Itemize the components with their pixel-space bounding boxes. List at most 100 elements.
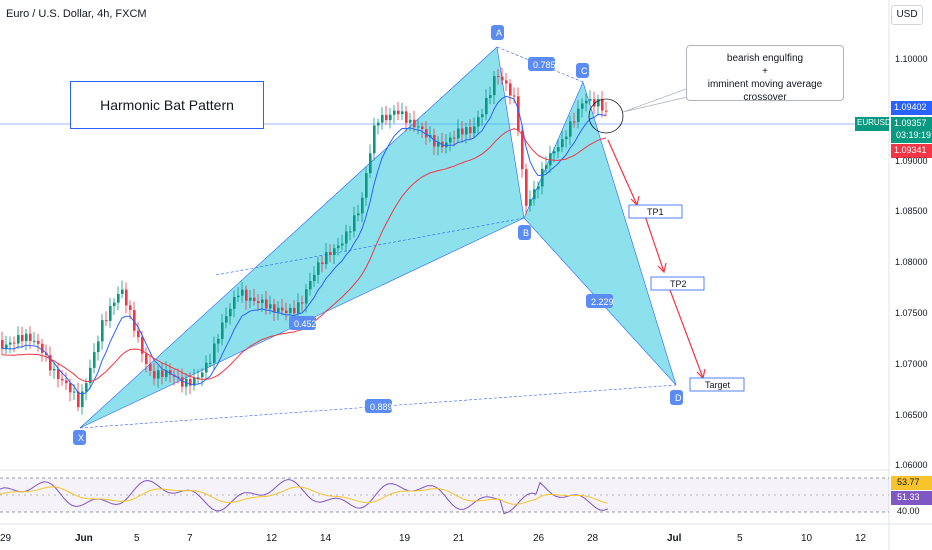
- time-tick: 21: [453, 533, 465, 544]
- candle-body: [189, 378, 192, 386]
- candle-body: [461, 128, 464, 135]
- price-tick: 1.10000: [895, 54, 928, 64]
- candle-body: [241, 289, 244, 296]
- candle-body: [25, 333, 28, 342]
- candle-body: [377, 122, 380, 126]
- candle-body: [1, 340, 4, 349]
- candle-body: [445, 142, 448, 148]
- candle-body: [513, 95, 516, 97]
- candle-body: [133, 310, 136, 331]
- candle-body: [425, 129, 428, 138]
- rsi-ma-tag: 53.77: [897, 477, 920, 487]
- candle-body: [113, 302, 116, 307]
- point-x-label: X: [78, 433, 85, 443]
- candle-body: [325, 252, 328, 265]
- candle-body: [237, 295, 240, 298]
- rsi-tag: 51.33: [897, 492, 920, 502]
- tp2-box[interactable]: [650, 276, 705, 291]
- callout-line-1: bearish engulfing: [726, 53, 804, 64]
- candle-body: [453, 137, 456, 139]
- ratio-0889-label: 0.889: [370, 402, 393, 412]
- candle-body: [521, 130, 524, 170]
- candle-body: [305, 289, 308, 304]
- candle-body: [121, 289, 124, 294]
- candle-body: [313, 274, 316, 282]
- pattern-title-box[interactable]: Harmonic Bat Pattern: [70, 81, 264, 129]
- candle-body: [605, 110, 608, 112]
- candle-body: [145, 353, 148, 364]
- time-tick: 5: [737, 533, 743, 544]
- candle-body: [93, 352, 96, 368]
- candle-body: [9, 342, 12, 345]
- candle-body: [389, 114, 392, 121]
- candle-body: [221, 322, 224, 339]
- candle-body: [353, 215, 356, 232]
- candle-body: [97, 341, 100, 353]
- engulfing-callout[interactable]: bearish engulfing + imminent moving aver…: [686, 45, 844, 103]
- rsi-tag-bg: [891, 491, 932, 505]
- price-tag-countdown: 03:19:19: [896, 130, 932, 140]
- time-tick: 29: [0, 533, 12, 544]
- ratio-0452-label: 0.452: [294, 319, 317, 329]
- rsi-tick: 40.00: [897, 506, 920, 516]
- candle-body: [565, 136, 568, 140]
- candle-body: [581, 103, 584, 109]
- candle-body: [417, 126, 420, 128]
- candle-body: [269, 304, 272, 309]
- candle-body: [273, 304, 276, 313]
- candle-body: [197, 377, 200, 379]
- label-backgrounds: [73, 25, 683, 445]
- xd-leg: [79, 384, 677, 429]
- ab-retrace-leg: [215, 217, 525, 276]
- candle-body: [5, 344, 8, 349]
- candle-body: [573, 121, 576, 123]
- time-tick: 14: [320, 533, 332, 544]
- candle-body: [201, 372, 204, 378]
- candle-body: [53, 368, 56, 371]
- candle-body: [373, 125, 376, 154]
- candle-body: [41, 343, 44, 353]
- rsi-ma-line: [0, 486, 609, 505]
- candle-body: [21, 334, 24, 342]
- candle-body: [537, 186, 540, 190]
- candle-body: [497, 76, 500, 78]
- candle-body: [85, 383, 88, 392]
- ratio-2229-label: 2.229: [591, 297, 614, 307]
- candle-body: [469, 127, 472, 134]
- candle-body: [369, 153, 372, 174]
- candle-body: [601, 99, 604, 111]
- candle-body: [249, 297, 252, 301]
- tp1-box[interactable]: [628, 204, 683, 219]
- time-tick: 19: [399, 533, 411, 544]
- candle-body: [477, 117, 480, 127]
- candle-body: [193, 377, 196, 386]
- candle-body: [557, 147, 560, 152]
- candle-body: [393, 110, 396, 115]
- candle-body: [289, 307, 292, 314]
- time-tick: 7: [187, 533, 193, 544]
- candle-body: [205, 362, 208, 373]
- candle-body: [161, 370, 164, 377]
- currency-button[interactable]: USD: [891, 5, 923, 25]
- candle-body: [117, 293, 120, 303]
- point-b-label: B: [523, 228, 530, 238]
- candle-body: [153, 370, 156, 379]
- price-tick: 1.06000: [895, 460, 928, 470]
- candle-body: [517, 96, 520, 131]
- candle-body: [229, 308, 232, 317]
- candle-body: [309, 281, 312, 290]
- candle-body: [357, 213, 360, 216]
- candle-body: [245, 289, 248, 301]
- candle-body: [137, 330, 140, 338]
- target-box[interactable]: [689, 377, 745, 392]
- tag-bottom-bg: [891, 144, 932, 158]
- candle-body: [529, 199, 532, 206]
- time-tick: 26: [533, 533, 545, 544]
- point-c-label: C: [581, 66, 588, 76]
- candle-body: [545, 165, 548, 169]
- candle-body: [449, 137, 452, 143]
- candle-body: [149, 363, 152, 371]
- candle-body: [89, 367, 92, 384]
- time-tick: 10: [801, 533, 813, 544]
